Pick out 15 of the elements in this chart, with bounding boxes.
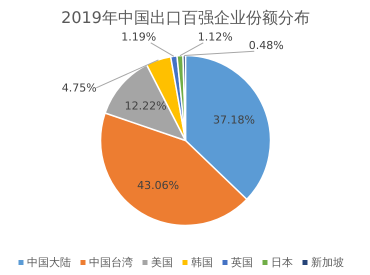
data-label: 37.18% xyxy=(213,113,255,126)
legend-label: 韩国 xyxy=(191,256,213,269)
legend-label: 英国 xyxy=(231,256,253,269)
legend-label: 新加坡 xyxy=(311,256,344,269)
legend-label: 中国大陆 xyxy=(27,256,71,269)
data-label: 0.48% xyxy=(248,38,284,52)
legend-label: 美国 xyxy=(151,256,173,269)
legend-label: 中国台湾 xyxy=(89,256,133,269)
data-label: 12.22% xyxy=(124,100,167,113)
legend-label: 日本 xyxy=(271,256,293,269)
chart-title: 2019年中国出口百强企业份额分布 xyxy=(61,8,310,27)
data-label: 1.12% xyxy=(198,30,233,44)
data-label: 1.19% xyxy=(121,30,156,44)
data-label: 4.75% xyxy=(62,81,97,94)
data-label: 43.06% xyxy=(137,179,180,192)
